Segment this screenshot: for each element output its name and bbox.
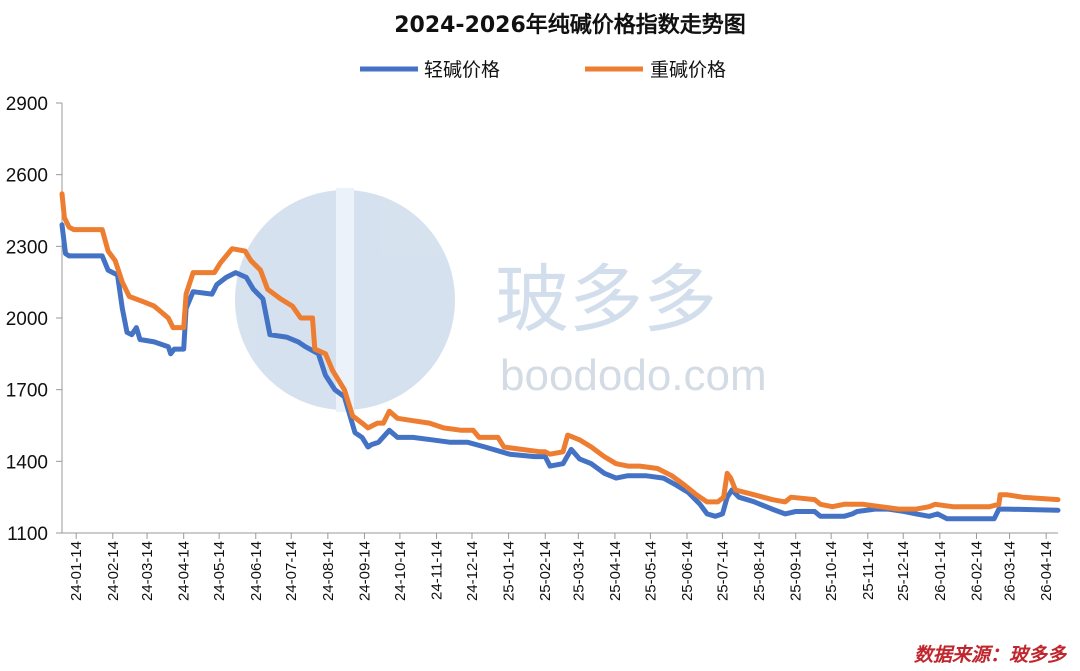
x-tick-label: 24-10-14 (392, 541, 409, 601)
x-tick-label: 24-05-14 (211, 541, 228, 601)
watermark: 玻多多 boododo.com (235, 188, 767, 412)
x-tick-label: 25-06-14 (679, 541, 696, 601)
x-tick-label: 26-01-14 (932, 541, 949, 601)
x-tick-label: 24-08-14 (320, 541, 337, 601)
x-tick-label: 24-03-14 (139, 541, 156, 601)
x-tick-label: 25-01-14 (501, 541, 518, 601)
legend-label-light: 轻碱价格 (424, 59, 500, 81)
x-tick-label: 25-02-14 (537, 541, 554, 601)
source-note: 数据来源：玻多多 (914, 644, 1068, 666)
legend: 轻碱价格 重碱价格 (360, 59, 726, 81)
y-tick-label: 2300 (6, 237, 48, 258)
y-axis-ticks: 1100 1400 1700 2000 2300 2600 2900 (6, 94, 62, 545)
x-tick-label: 25-10-14 (823, 541, 840, 601)
x-tick-label: 25-05-14 (642, 541, 659, 601)
x-tick-label: 24-04-14 (176, 541, 193, 601)
x-tick-label: 24-06-14 (248, 541, 265, 601)
x-tick-label: 25-03-14 (570, 541, 587, 601)
chart-title: 2024-2026年纯碱价格指数走势图 (394, 12, 746, 38)
x-axis-ticks: 24-01-14 24-02-14 24-03-14 24-04-14 24-05-14… (68, 533, 1055, 601)
x-tick-label: 25-07-14 (714, 541, 731, 601)
x-tick-label: 25-11-14 (860, 541, 877, 600)
x-tick-label: 24-07-14 (283, 541, 300, 601)
watermark-brand: 玻多多 (495, 257, 717, 343)
x-tick-label: 25-08-14 (751, 541, 768, 601)
x-tick-label: 24-11-14 (429, 541, 446, 600)
y-tick-label: 2000 (6, 309, 48, 330)
legend-label-heavy: 重碱价格 (650, 59, 726, 81)
series-line-heavy-soda (59, 191, 1061, 512)
x-tick-label: 26-04-14 (1038, 541, 1055, 601)
x-tick-label: 25-09-14 (788, 541, 805, 601)
series-line-light-soda (59, 222, 1061, 522)
y-tick-label: 1100 (7, 524, 48, 545)
x-tick-label: 26-03-14 (1002, 541, 1019, 601)
watermark-logo-bar (336, 188, 354, 412)
x-tick-label: 24-12-14 (464, 541, 481, 601)
x-tick-label: 25-04-14 (607, 541, 624, 601)
x-tick-label: 25-12-14 (895, 541, 912, 601)
y-tick-label: 1700 (6, 381, 48, 402)
x-tick-label: 24-01-14 (68, 541, 85, 601)
x-tick-label: 26-02-14 (968, 541, 985, 601)
y-tick-label: 2600 (6, 166, 48, 187)
x-tick-label: 24-09-14 (356, 541, 373, 601)
y-tick-label: 2900 (6, 94, 48, 115)
watermark-url: boododo.com (500, 351, 767, 400)
x-tick-label: 24-02-14 (105, 541, 122, 601)
y-tick-label: 1400 (6, 452, 48, 473)
series-layer (59, 191, 1061, 522)
